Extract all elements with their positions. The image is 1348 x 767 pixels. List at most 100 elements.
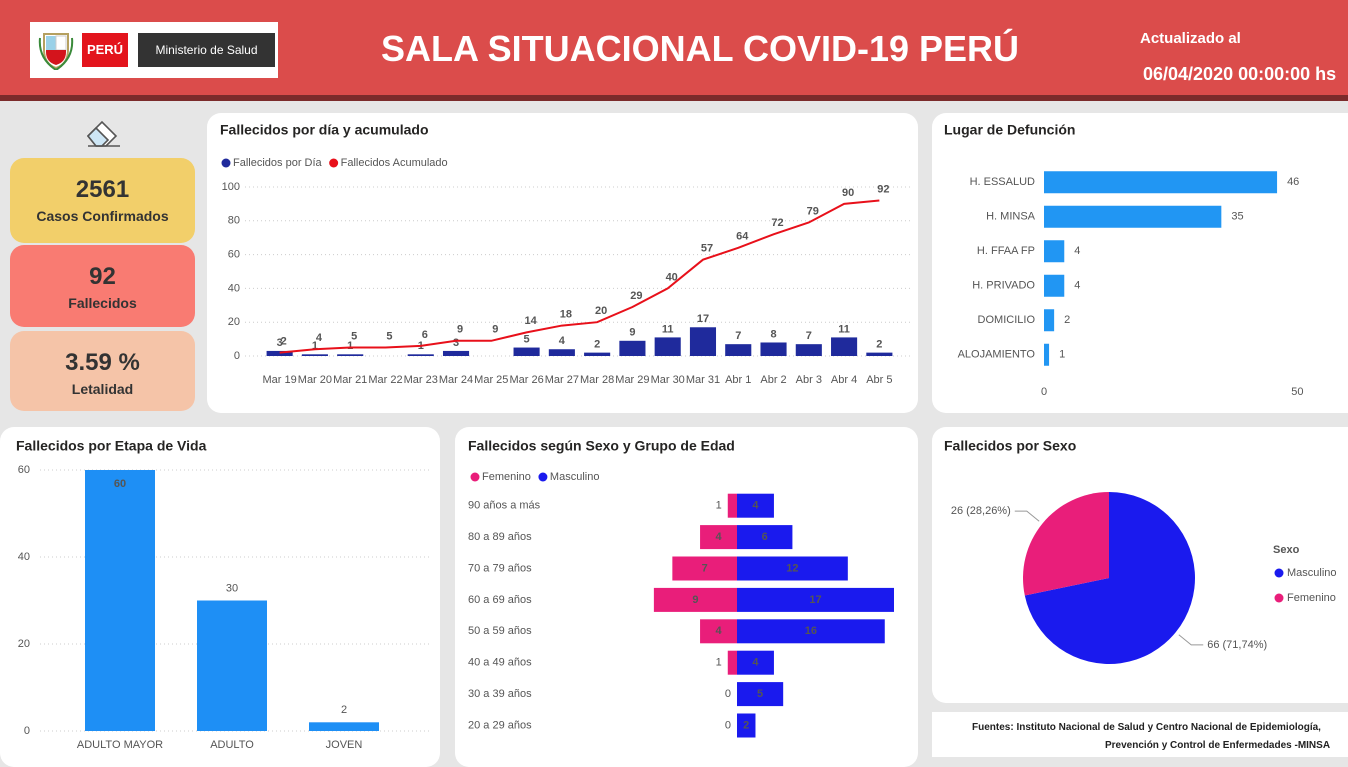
data-label: 64 — [736, 231, 749, 243]
bar — [700, 525, 737, 550]
y-tick-label: 20 — [18, 638, 30, 650]
x-tick-label: Abr 5 — [866, 374, 892, 386]
y-tick-label: 60 a 69 años — [468, 594, 532, 606]
x-tick-label: Mar 19 — [263, 374, 297, 386]
chart-title: Fallecidos por día y acumulado — [220, 122, 429, 138]
data-label: 11 — [662, 323, 674, 335]
data-label: 1 — [716, 657, 722, 669]
data-label: 4 — [752, 657, 759, 669]
bar — [266, 350, 293, 356]
data-label: 9 — [492, 324, 498, 336]
bar — [737, 587, 894, 612]
x-tick-label: Mar 20 — [298, 374, 332, 386]
emblem — [38, 33, 74, 70]
bar — [831, 337, 858, 356]
bar — [407, 354, 434, 356]
bar — [301, 354, 328, 356]
bar — [1044, 205, 1222, 228]
x-tick-label: Mar 21 — [333, 374, 367, 386]
data-label: 72 — [771, 217, 783, 229]
x-tick-label: Mar 26 — [509, 374, 543, 386]
line — [279, 199, 880, 354]
legend-label: Masculino — [1287, 567, 1337, 579]
footer: Fuentes: Instituto Nacional de Salud y C… — [932, 712, 1348, 757]
data-label: 11 — [838, 323, 850, 335]
bar — [1044, 274, 1065, 297]
bar — [737, 556, 848, 581]
data-label: 2 — [743, 719, 749, 731]
x-tick-label: 50 — [1291, 386, 1303, 398]
bar — [866, 352, 893, 356]
y-tick-label: 80 — [228, 215, 240, 227]
bar — [619, 340, 646, 356]
data-label: 5 — [524, 333, 530, 345]
bar — [672, 556, 737, 581]
pie-slice — [1023, 492, 1109, 596]
data-label: 46 — [1287, 176, 1299, 188]
y-tick-label: 40 — [228, 282, 240, 294]
x-tick-label: Mar 23 — [404, 374, 438, 386]
bar — [653, 587, 737, 612]
data-label: 9 — [629, 327, 635, 339]
bar — [337, 354, 364, 356]
legend-swatch — [538, 472, 548, 482]
data-label: 4 — [1074, 280, 1080, 292]
kpi-value: 3.59 % — [65, 349, 140, 376]
y-tick-label: 20 a 29 años — [468, 719, 532, 731]
bar — [737, 650, 774, 675]
bar — [197, 600, 267, 731]
chart-title: Fallecidos por Sexo — [944, 438, 1076, 454]
y-tick-label: H. ESSALUD — [970, 176, 1035, 188]
bar — [309, 722, 379, 731]
eraser-icon[interactable] — [84, 116, 124, 148]
bar — [737, 682, 784, 707]
logo: PERÚ Ministerio de Salud — [30, 22, 278, 78]
data-label: 2 — [281, 336, 287, 348]
data-label: 18 — [560, 308, 572, 320]
x-tick-label: 0 — [1041, 386, 1047, 398]
bar — [689, 327, 717, 356]
x-tick-label: Mar 24 — [439, 374, 473, 386]
bar — [737, 493, 774, 518]
bar — [760, 342, 787, 356]
data-label: 16 — [805, 625, 817, 637]
bar — [584, 352, 611, 356]
data-label: 7 — [806, 330, 812, 342]
data-label: 40 — [666, 271, 678, 283]
data-label: 26 (28,26%) — [951, 505, 1011, 517]
bar — [727, 493, 737, 518]
y-tick-label: H. MINSA — [986, 211, 1036, 223]
page-title: SALA SITUACIONAL COVID-19 PERÚ — [380, 28, 1020, 69]
panel — [207, 113, 918, 413]
bar — [737, 525, 793, 550]
bar — [85, 470, 155, 731]
data-label: 17 — [697, 313, 709, 325]
chart-title: Lugar de Defunción — [944, 122, 1075, 138]
data-label: 4 — [752, 500, 759, 512]
data-label: 12 — [786, 562, 798, 574]
y-tick-label: 50 a 59 años — [468, 625, 532, 637]
y-tick-label: 0 — [24, 725, 30, 737]
bar — [654, 337, 681, 356]
y-tick-label: 60 — [18, 464, 30, 476]
data-label: 17 — [809, 594, 821, 606]
bar — [737, 619, 885, 644]
data-label: 1 — [1059, 349, 1065, 361]
legend-swatch — [1274, 568, 1284, 578]
legend-swatch — [329, 158, 339, 168]
legend-title: Sexo — [1273, 544, 1300, 556]
data-label: 4 — [715, 625, 722, 637]
kpi-label: Fallecidos — [68, 295, 137, 311]
panel — [932, 113, 1348, 413]
data-label: 2 — [341, 704, 347, 716]
data-label: 4 — [316, 332, 323, 344]
data-label: 5 — [351, 330, 357, 342]
leader-line — [1014, 510, 1040, 522]
data-label: 57 — [701, 243, 713, 255]
data-label: 6 — [422, 329, 428, 341]
data-label: 7 — [735, 330, 741, 342]
footer-line: Fuentes: Instituto Nacional de Salud y C… — [972, 722, 1321, 733]
data-label: 5 — [757, 688, 763, 700]
y-tick-label: 80 a 89 años — [468, 531, 532, 543]
